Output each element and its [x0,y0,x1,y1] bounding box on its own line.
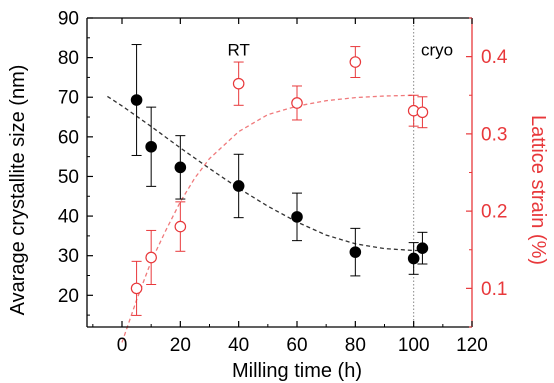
strain-data-point [174,220,187,233]
plot-layer [107,18,429,343]
x-tick-label: 60 [286,335,307,356]
size-data-point [416,242,429,254]
annotation-cryo: cryo [421,41,453,60]
y-tick-label: 50 [58,167,79,188]
x-axis-title: Milling time (h) [232,360,362,382]
x-tick-label: 20 [170,335,191,356]
y-tick-label: 90 [58,9,79,30]
strain-data-point [232,77,245,90]
x-tick-label: 120 [456,335,488,356]
strain-data-point [291,97,303,109]
y-tick-label: 40 [58,207,79,228]
size-data-point [130,94,143,106]
x-tick-label: 40 [228,335,249,356]
strain-fit-curve [121,94,414,343]
x-tick-label: 100 [398,335,430,356]
strain-data-point [145,251,157,264]
size-data-point [232,180,245,192]
axis-layer: 0 20 40 60 80 100 120 20 30 40 50 60 70 80 90 0.1 0.2 0.3… [58,9,508,357]
size-data-point [407,252,420,265]
strain-data-point [130,282,143,295]
y2-tick-label: 0.3 [481,124,507,145]
y2-tick-label: 0.2 [481,202,507,223]
y2-tick-label: 0.4 [481,47,508,68]
size-fit-curve [107,95,426,252]
y-tick-label: 60 [58,127,79,148]
y-axis-title: Avarage crystallite size (nm) [7,65,29,316]
y-tick-label: 20 [58,286,79,307]
size-data-point [174,161,187,174]
y2-axis-title: Lattice strain (%) [527,115,549,265]
size-data-point [145,140,157,153]
size-data-point [291,211,303,223]
strain-data-point [349,56,362,68]
y-tick-label: 70 [58,88,79,109]
y-tick-label: 80 [58,48,79,69]
y-tick-label: 30 [58,246,79,267]
annotation-rt: RT [227,41,249,60]
strain-data-point [416,106,429,119]
x-tick-label: 80 [345,335,366,356]
size-data-point [349,246,362,258]
x-tick-label: 0 [117,335,128,356]
y2-tick-label: 0.1 [481,279,507,300]
